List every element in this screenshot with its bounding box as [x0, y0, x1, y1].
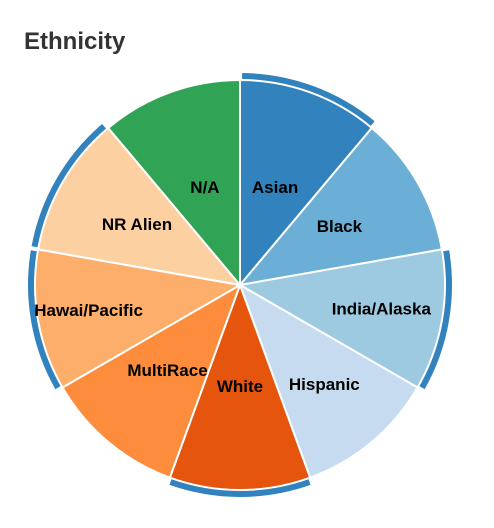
- chart-title: Ethnicity: [24, 28, 126, 55]
- pie-labels: Asian Black India/Alaska Hispanic White Multi…: [34, 178, 431, 396]
- pie-slices: [34, 78, 446, 491]
- slice-label-hispanic: Hispanic: [289, 375, 360, 394]
- selection-arc-india-alaska: [419, 250, 452, 390]
- selection-arc-asian: [242, 73, 375, 126]
- slice-label-india-alaska: India/Alaska: [332, 299, 432, 318]
- pie-slice-hawai-pacific[interactable]: [34, 248, 243, 389]
- slice-label-white: White: [217, 377, 263, 396]
- slice-label-nr-alien: NR Alien: [102, 215, 172, 234]
- selection-arc-white: [169, 479, 311, 497]
- pie-slice-asian[interactable]: [239, 78, 374, 288]
- slice-label-black: Black: [317, 217, 363, 236]
- pie-slice-multirace[interactable]: [61, 282, 242, 479]
- selection-arc-nr-alien: [31, 123, 107, 248]
- pie-slice-black[interactable]: [237, 126, 444, 287]
- slice-label-hawai-pacific: Hawai/Pacific: [34, 301, 143, 320]
- pie-slice-white[interactable]: [168, 282, 312, 491]
- selection-arc-hawai-pacific: [28, 250, 61, 390]
- pie-slice-n-a[interactable]: [106, 78, 241, 288]
- pie-slice-nr-alien[interactable]: [36, 126, 243, 287]
- slice-label-multirace: MultiRace: [127, 361, 207, 380]
- slice-label-n-a: N/A: [190, 178, 219, 197]
- slice-label-asian: Asian: [252, 178, 298, 197]
- pie-slice-hispanic[interactable]: [238, 282, 419, 479]
- pie-slice-india-alaska[interactable]: [237, 248, 446, 389]
- selection-arcs: [28, 73, 452, 497]
